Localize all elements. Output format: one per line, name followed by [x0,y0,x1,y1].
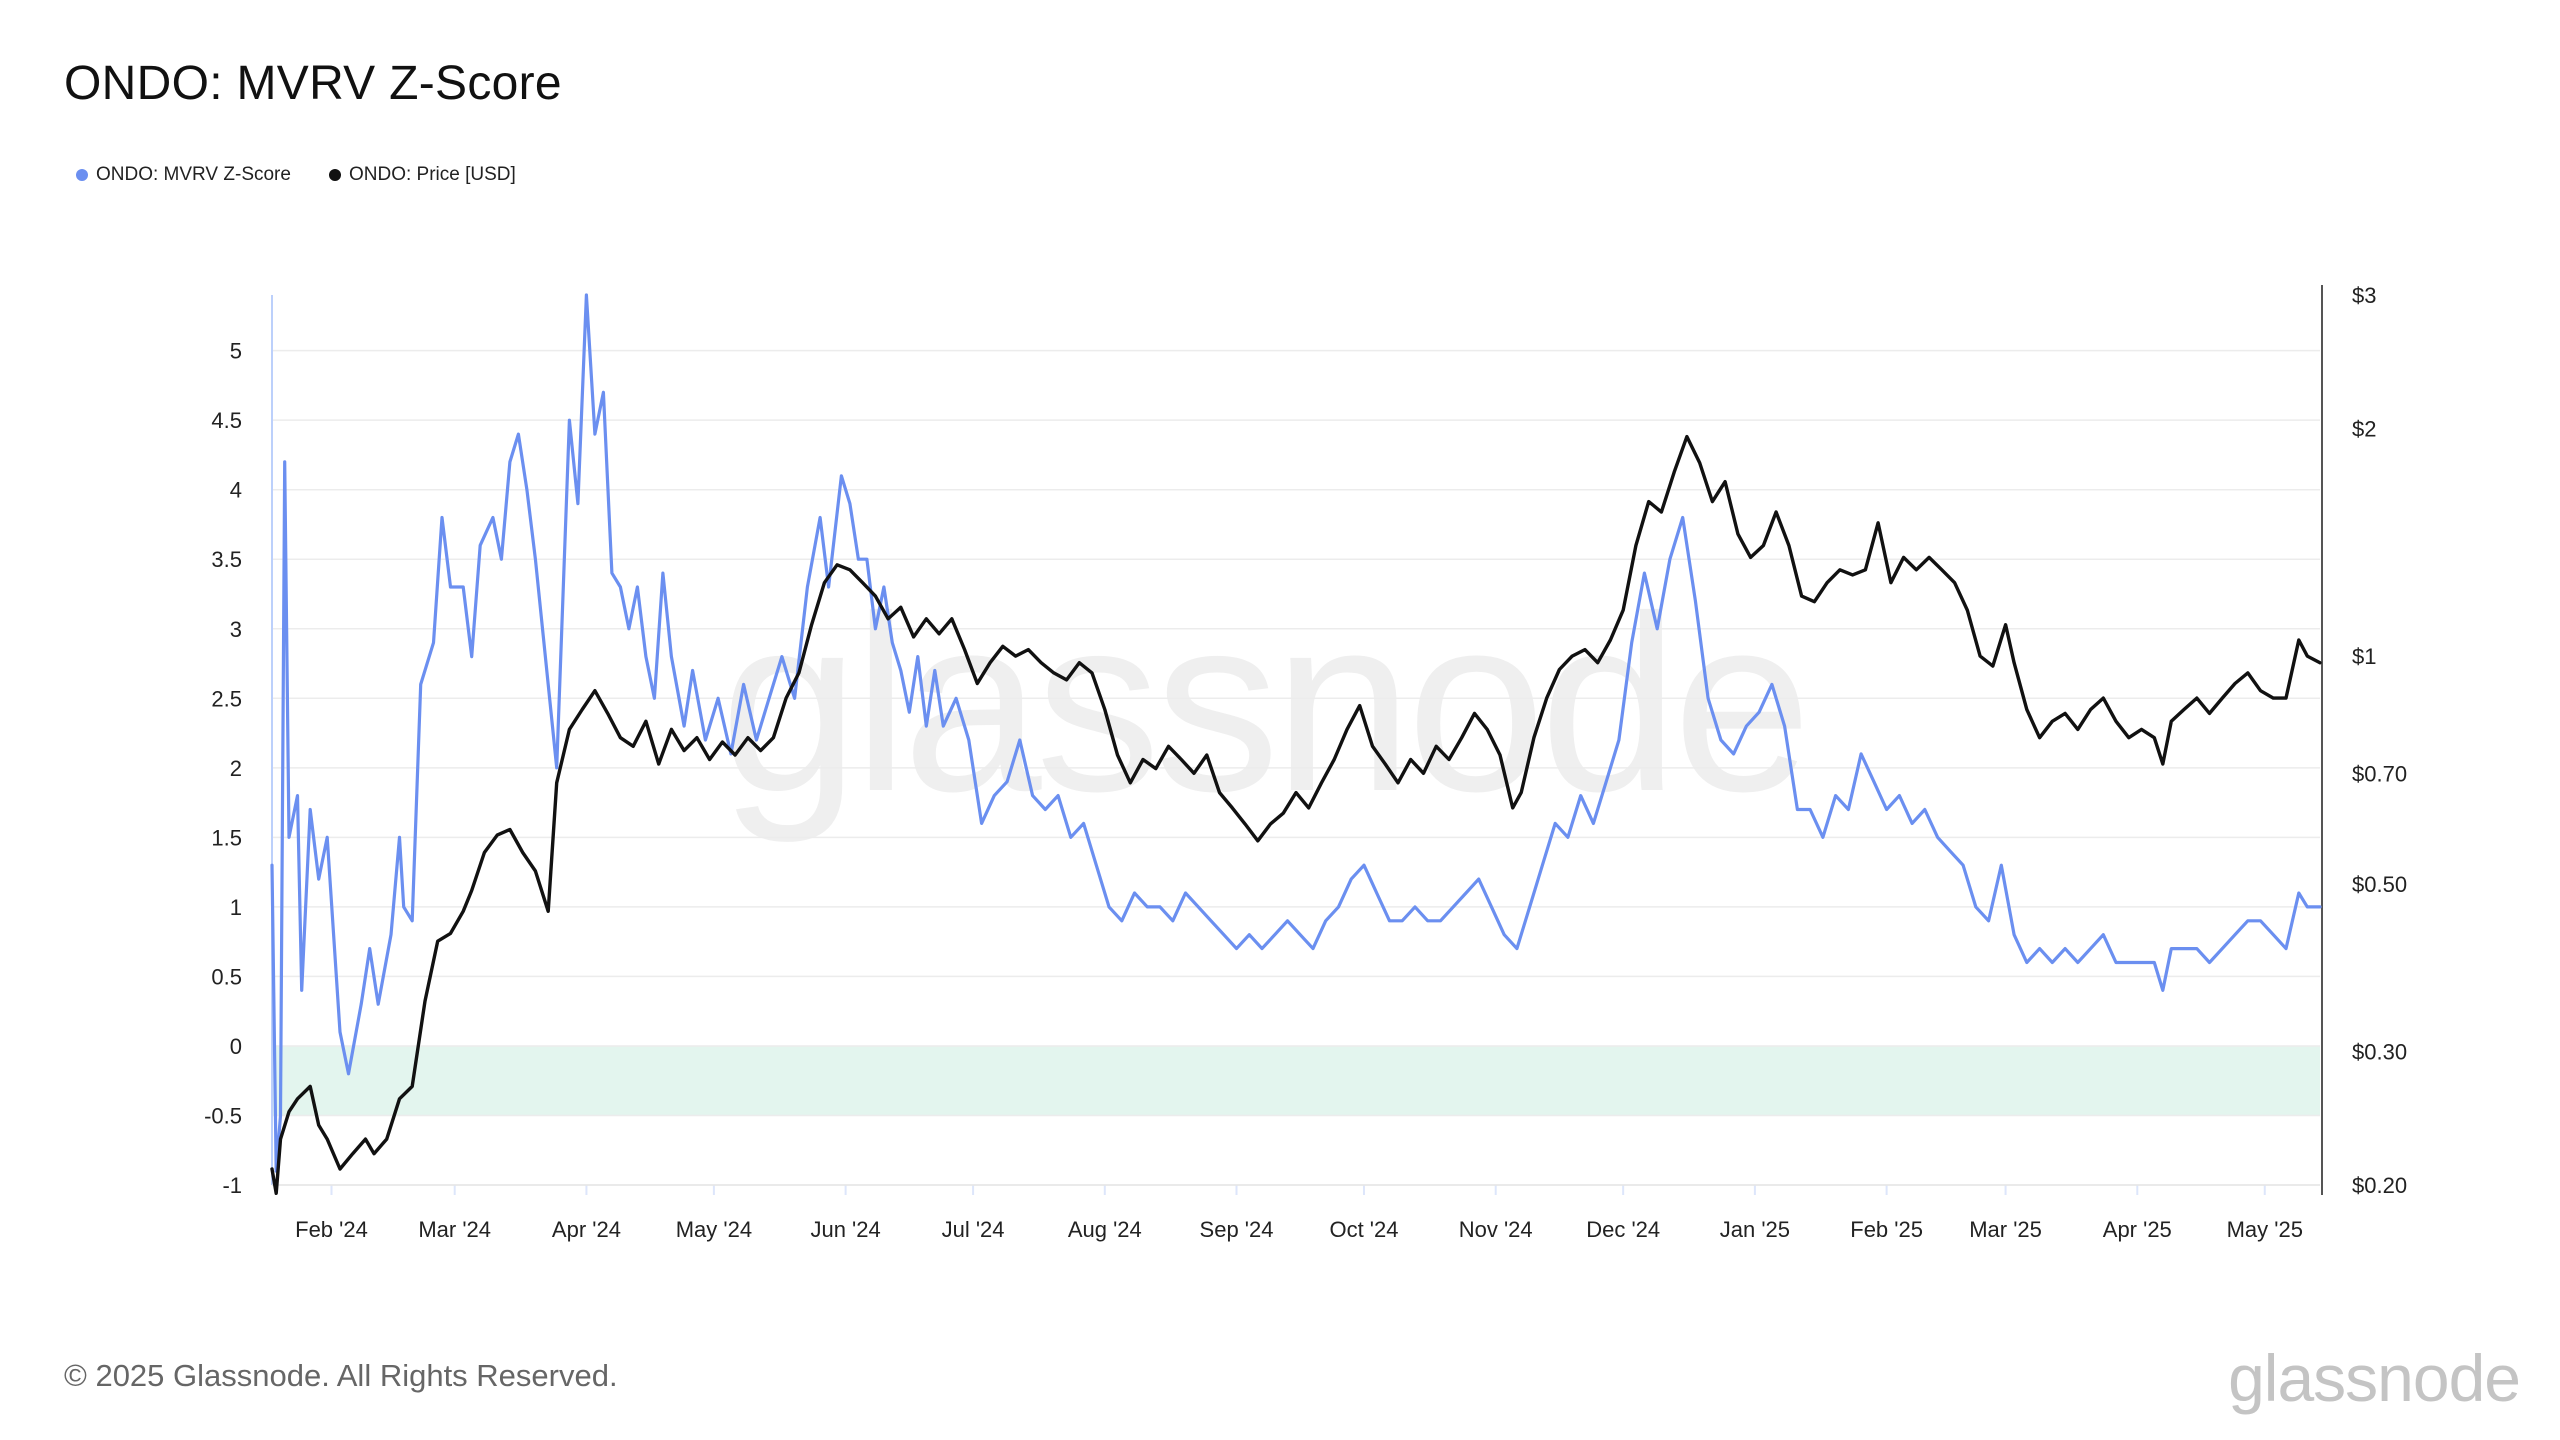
x-tick-label: Nov '24 [1459,1217,1533,1242]
x-tick-label: Mar '25 [1969,1217,2042,1242]
x-tick-label: Apr '25 [2103,1217,2172,1242]
left-tick-label: 2 [230,756,242,781]
x-tick-label: Jul '24 [942,1217,1005,1242]
chart-legend: ONDO: MVRV Z-Score ONDO: Price [USD] [76,164,516,186]
right-tick-label: $0.30 [2352,1040,2407,1065]
negative-zscore-band [272,1045,2320,1116]
legend-label-price: ONDO: Price [USD] [348,164,516,185]
glassnode-logo: glassnode [2228,1341,2521,1415]
left-axis: 5 4.5 4 3.5 3 2.5 2 1.5 1 0.5 0 -0.5 -1 [204,339,2320,1198]
right-tick-label: $0.70 [2352,761,2407,786]
left-tick-label: -1 [222,1173,242,1198]
x-tick-label: Aug '24 [1068,1217,1142,1242]
series-line-price [270,434,2322,1195]
left-tick-label: -0.5 [204,1103,242,1128]
legend-dot-price [328,169,341,181]
copyright-footer: © 2025 Glassnode. All Rights Reserved. [64,1358,618,1393]
left-tick-label: 0.5 [211,964,242,989]
x-tick-label: Jan '25 [1720,1217,1790,1242]
x-tick-label: Feb '25 [1850,1217,1923,1242]
right-tick-label: $2 [2352,416,2376,441]
left-tick-label: 0 [230,1034,242,1059]
x-tick-label: May '25 [2227,1217,2303,1242]
left-tick-label: 5 [230,339,242,364]
legend-item-price[interactable]: ONDO: Price [USD] [328,164,516,186]
x-tick-label: Oct '24 [1329,1217,1398,1242]
legend-item-zscore[interactable]: ONDO: MVRV Z-Score [76,164,291,186]
x-axis: Feb '24 Mar '24 Apr '24 May '24 Jun '24 Jul '… [295,1185,2303,1242]
left-tick-label: 3.5 [211,547,242,572]
x-tick-label: May '24 [676,1217,752,1242]
left-tick-label: 1 [230,895,242,920]
chart-title: ONDO: MVRV Z-Score [64,57,562,110]
series-line-mvrv-zscore [270,293,2322,1173]
right-tick-label: $0.50 [2352,872,2407,897]
left-tick-label: 4.5 [211,408,242,433]
left-tick-label: 3 [230,617,242,642]
x-tick-label: Sep '24 [1200,1217,1274,1242]
left-tick-label: 2.5 [211,686,242,711]
legend-dot-zscore [76,169,88,181]
left-tick-label: 4 [230,478,242,503]
right-tick-label: $1 [2352,644,2376,669]
right-axis: $3 $2 $1 $0.70 $0.50 $0.30 $0.20 [2352,283,2407,1198]
x-tick-label: Mar '24 [418,1217,491,1242]
x-tick-label: Jun '24 [810,1217,880,1242]
legend-label-zscore: ONDO: MVRV Z-Score [96,164,291,185]
right-tick-label: $0.20 [2352,1173,2407,1198]
x-tick-label: Feb '24 [295,1217,368,1242]
x-tick-label: Apr '24 [552,1217,621,1242]
right-tick-label: $3 [2352,283,2376,308]
left-tick-label: 1.5 [211,825,242,850]
x-tick-label: Dec '24 [1586,1217,1660,1242]
